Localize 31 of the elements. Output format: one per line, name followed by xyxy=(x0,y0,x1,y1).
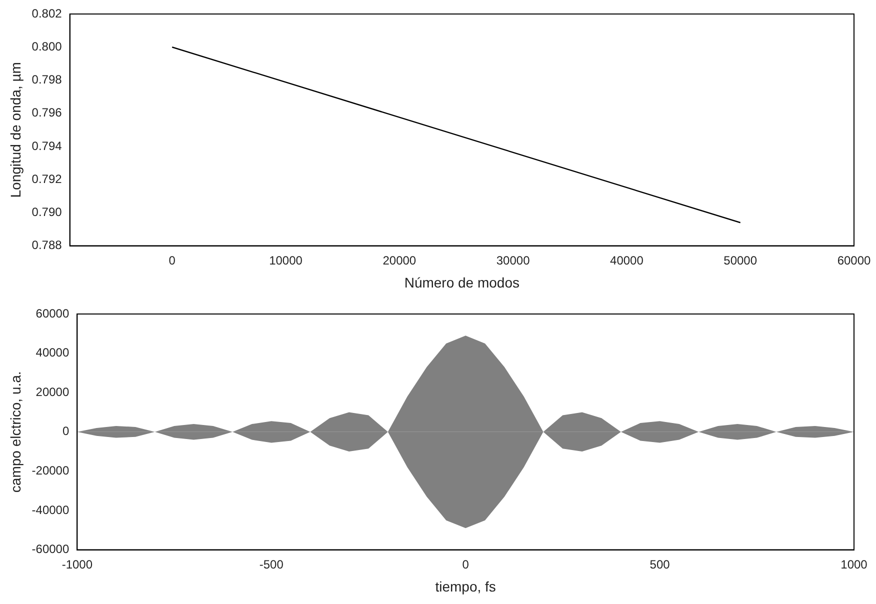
y-tick-label: -40000 xyxy=(32,502,70,517)
y-tick-label: 0.798 xyxy=(32,72,62,87)
x-tick-label: 20000 xyxy=(382,253,416,268)
x-tick-label: 1000 xyxy=(840,557,868,572)
x-tick-label: 50000 xyxy=(724,253,758,268)
y-tick-label: 0.796 xyxy=(32,106,62,120)
y-tick-label: 0.802 xyxy=(32,6,62,20)
y-tick-label: 0.792 xyxy=(32,172,62,186)
y-tick-label: -60000 xyxy=(32,542,70,556)
x-tick-label: 10000 xyxy=(269,253,303,268)
y-tick-label: -20000 xyxy=(32,464,70,478)
x-axis-title: Número de modos xyxy=(404,274,520,290)
y-axis-title: Longitud de onda, µm xyxy=(7,62,24,198)
x-tick-label: 500 xyxy=(650,557,670,572)
y-tick-label: 20000 xyxy=(36,384,70,399)
y-tick-label: 0.790 xyxy=(32,205,62,219)
x-tick-label: 0 xyxy=(168,253,176,268)
x-tick-label: 30000 xyxy=(496,253,530,268)
y-axis-title: campo elctrico, u.a. xyxy=(7,371,24,493)
x-tick-label: 60000 xyxy=(837,253,872,268)
y-tick-label: 0.794 xyxy=(32,138,62,153)
y-tick-label: 40000 xyxy=(36,346,70,360)
x-tick-label: 40000 xyxy=(610,253,644,268)
y-tick-label: 0.800 xyxy=(32,39,62,54)
y-tick-label: 0.788 xyxy=(32,238,62,252)
x-tick-label: -500 xyxy=(259,557,284,572)
y-tick-label: 0 xyxy=(62,424,70,438)
x-tick-label: -1000 xyxy=(62,557,93,572)
x-tick-label: 0 xyxy=(462,557,470,572)
y-tick-label: 60000 xyxy=(36,306,70,320)
x-axis-title: tiempo, fs xyxy=(435,578,496,594)
